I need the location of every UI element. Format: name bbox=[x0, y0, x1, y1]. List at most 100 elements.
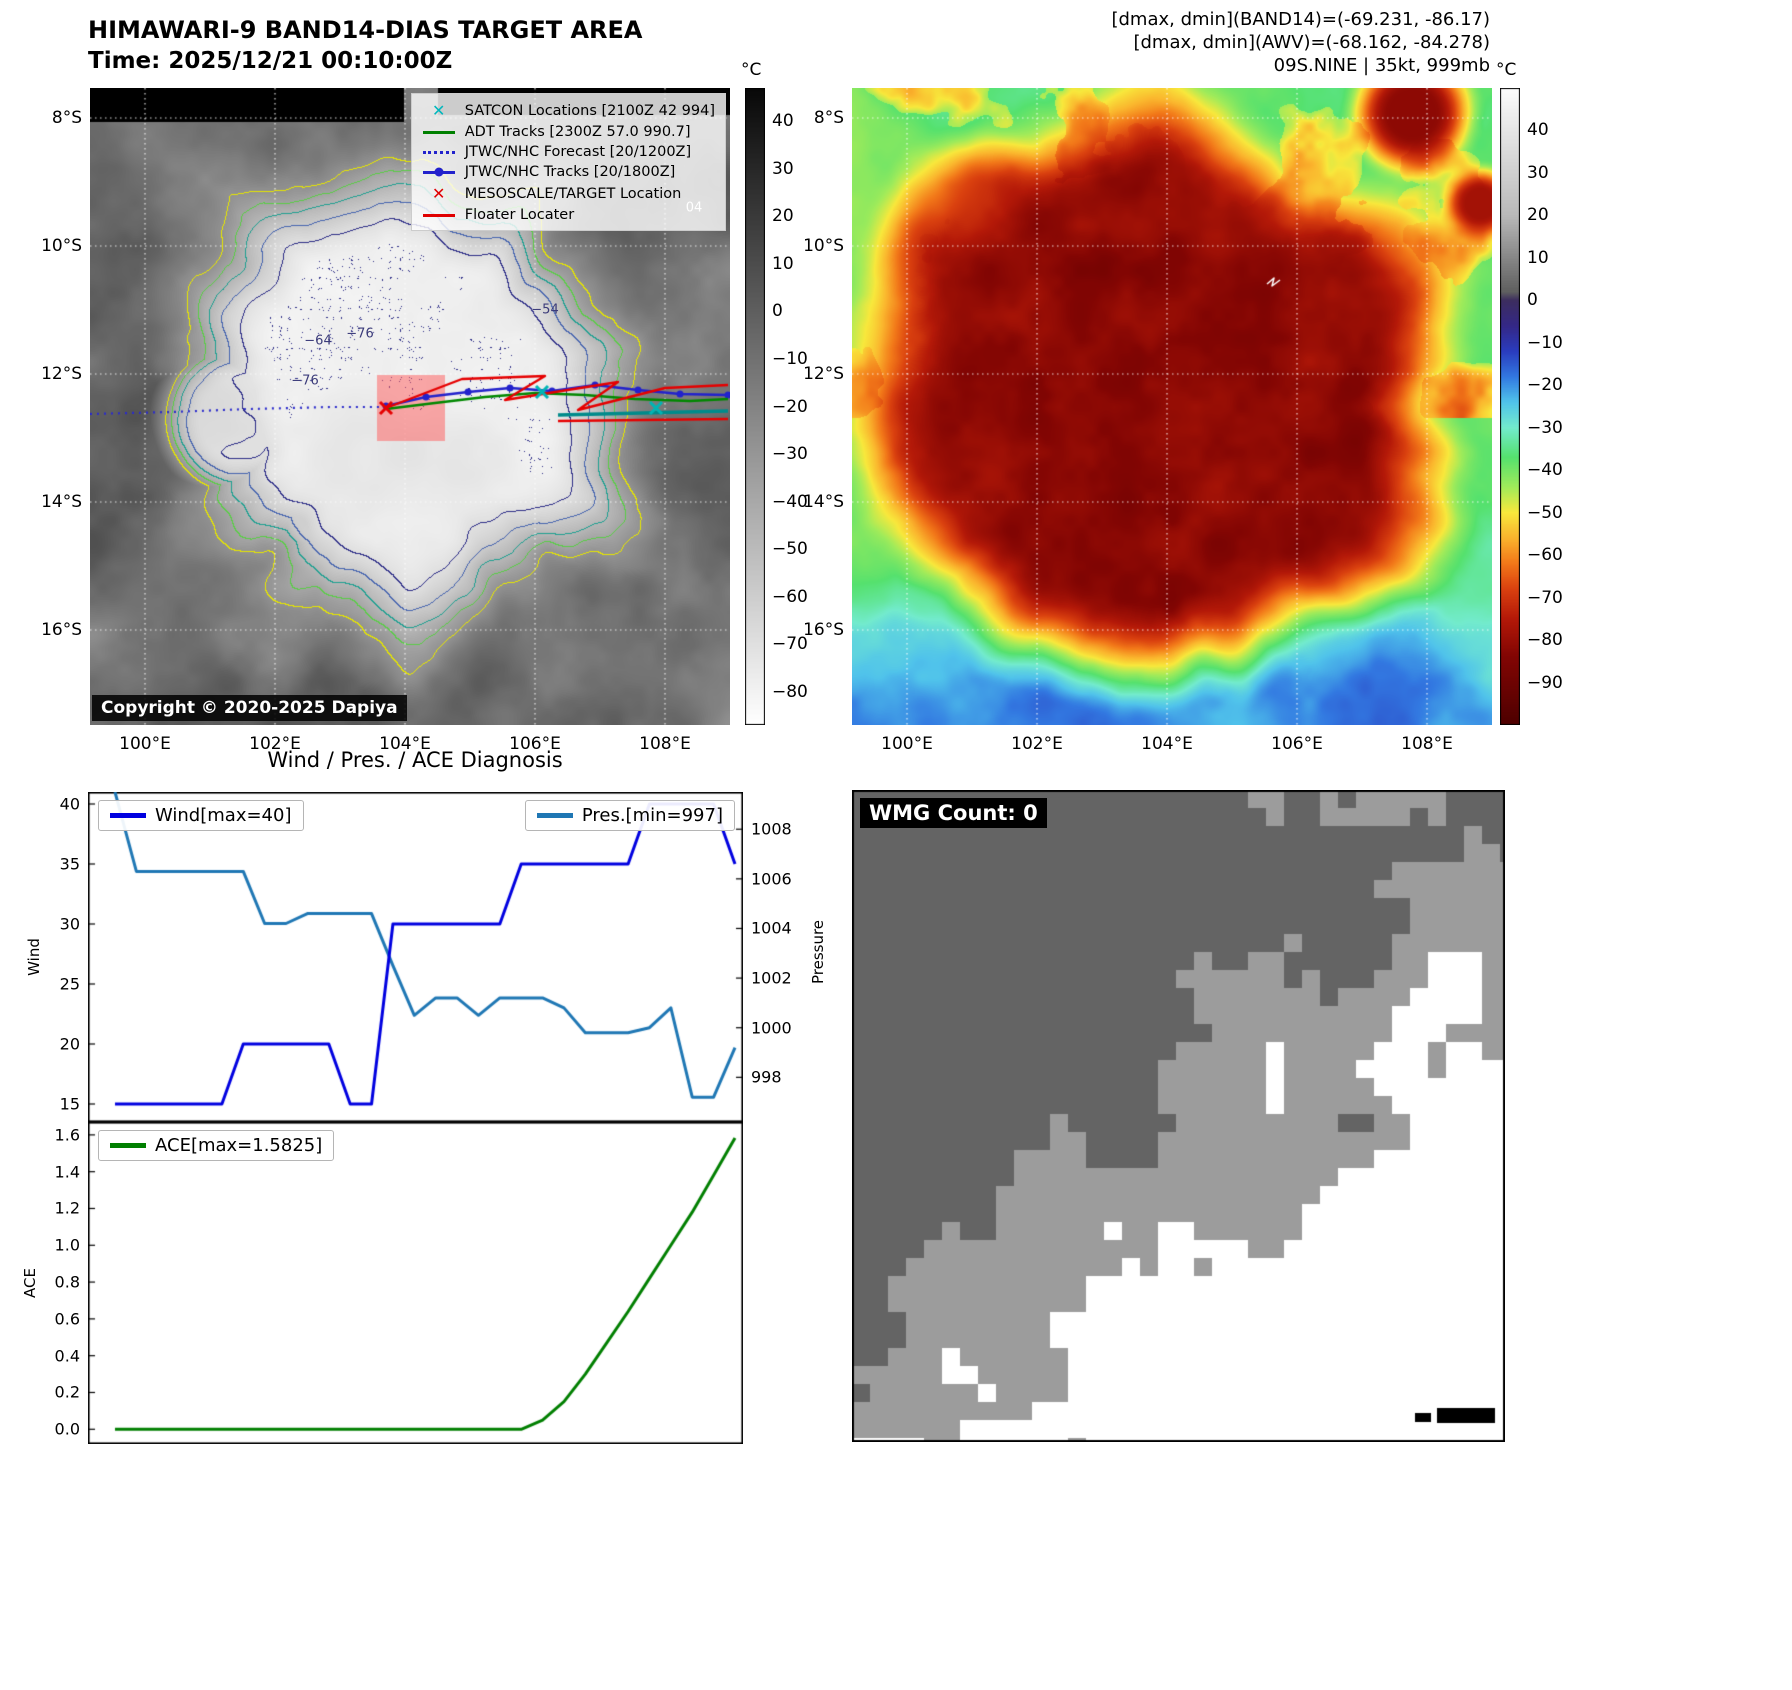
tick-label: 10 bbox=[1527, 247, 1549, 268]
wmg-image bbox=[852, 790, 1505, 1442]
tick-label: 0.0 bbox=[54, 1419, 80, 1439]
tick-label: −10 bbox=[1527, 332, 1563, 353]
tick-label: 100°E bbox=[881, 734, 933, 754]
band14-map-panel: ✕ SATCON Locations [2100Z 42 994] ADT Trac… bbox=[90, 88, 730, 725]
tick-label: 1000 bbox=[751, 1018, 792, 1038]
ace-chart: ACE[max=1.5825] bbox=[88, 1122, 743, 1444]
ace-axis-label: ACE bbox=[21, 1268, 39, 1298]
line-icon bbox=[422, 213, 456, 217]
legend-item: ADT Tracks [2300Z 57.0 990.7] bbox=[422, 124, 715, 140]
copyright-label: Copyright © 2020-2025 Dapiya bbox=[92, 695, 407, 721]
contour-label: −76 bbox=[346, 326, 374, 342]
tick-label: 40 bbox=[59, 794, 80, 814]
legend-label: Floater Locater bbox=[464, 207, 575, 223]
tick-label: 14°S bbox=[41, 492, 82, 512]
contour-label: −76 bbox=[291, 373, 319, 389]
tick-label: 16°S bbox=[41, 620, 82, 640]
tick-label: 1002 bbox=[751, 968, 792, 988]
tick-label: 20 bbox=[772, 206, 794, 227]
tick-label: 8°S bbox=[51, 108, 82, 128]
wind-line-swatch bbox=[110, 813, 146, 818]
line-icon bbox=[422, 130, 456, 134]
legend-label: JTWC/NHC Forecast [20/1200Z] bbox=[464, 144, 692, 160]
pres-legend-label: Pres.[min=997] bbox=[581, 805, 723, 826]
tick-label: 106°E bbox=[509, 734, 561, 754]
awv-satellite-image bbox=[852, 88, 1492, 725]
band14-colorbar-unit: °C bbox=[741, 60, 762, 80]
tick-label: 14°S bbox=[803, 492, 844, 512]
page-title: HIMAWARI-9 BAND14-DIAS TARGET AREA bbox=[88, 16, 643, 44]
diagnosis-title: Wind / Pres. / ACE Diagnosis bbox=[267, 748, 563, 772]
tick-label: 30 bbox=[772, 158, 794, 179]
wind-pressure-chart: Wind[max=40] Pres.[min=997] bbox=[88, 792, 743, 1122]
tick-label: 106°E bbox=[1271, 734, 1323, 754]
tick-label: 102°E bbox=[1011, 734, 1063, 754]
x-marker-icon: ✕ bbox=[432, 101, 446, 120]
stat-band14: [dmax, dmin](BAND14)=(-69.231, -86.17) bbox=[1111, 9, 1490, 30]
stats-block: [dmax, dmin](BAND14)=(-69.231, -86.17) [… bbox=[1111, 8, 1490, 77]
tick-label: 1.6 bbox=[54, 1125, 80, 1145]
tick-label: −20 bbox=[772, 396, 808, 417]
tick-label: 16°S bbox=[803, 620, 844, 640]
ace-legend-label: ACE[max=1.5825] bbox=[155, 1135, 323, 1156]
dotted-line-icon bbox=[422, 150, 456, 154]
tick-label: 30 bbox=[1527, 162, 1549, 183]
tick-label: 20 bbox=[59, 1034, 80, 1054]
wmg-panel: WMG Count: 0 bbox=[852, 790, 1505, 1442]
wind-axis-label: Wind bbox=[25, 938, 43, 976]
tick-label: 8°S bbox=[813, 108, 844, 128]
tick-label: −80 bbox=[772, 681, 808, 702]
tick-label: 0.4 bbox=[54, 1346, 80, 1366]
awv-map-panel bbox=[852, 88, 1492, 725]
tick-label: 0.2 bbox=[54, 1382, 80, 1402]
wind-pressure-plot bbox=[88, 792, 743, 1122]
wmg-count-label: WMG Count: 0 bbox=[860, 798, 1047, 828]
line-dot-icon bbox=[422, 167, 456, 177]
legend-label: MESOSCALE/TARGET Location bbox=[464, 185, 682, 202]
pres-line-swatch bbox=[536, 813, 573, 818]
tick-label: 108°E bbox=[1401, 734, 1453, 754]
tick-label: 108°E bbox=[639, 734, 691, 754]
tick-label: 20 bbox=[1527, 205, 1549, 226]
contour-label: −64 bbox=[304, 333, 332, 349]
tick-label: −10 bbox=[772, 348, 808, 369]
awv-colorbar bbox=[1500, 88, 1520, 725]
legend-label: ADT Tracks [2300Z 57.0 990.7] bbox=[464, 124, 691, 140]
x-marker-icon: ✕ bbox=[432, 184, 446, 203]
tick-label: 1006 bbox=[751, 869, 792, 889]
ace-legend: ACE[max=1.5825] bbox=[98, 1130, 335, 1161]
tick-label: 12°S bbox=[41, 364, 82, 384]
tick-label: −70 bbox=[1527, 587, 1563, 608]
legend-item: JTWC/NHC Forecast [20/1200Z] bbox=[422, 144, 715, 160]
tick-label: 1008 bbox=[751, 819, 792, 839]
ace-plot bbox=[88, 1122, 743, 1444]
tick-label: 102°E bbox=[249, 734, 301, 754]
tick-label: 998 bbox=[751, 1067, 782, 1087]
tick-label: −90 bbox=[1527, 672, 1563, 693]
tick-label: −30 bbox=[1527, 417, 1563, 438]
tick-label: 100°E bbox=[119, 734, 171, 754]
tick-label: 1.0 bbox=[54, 1235, 80, 1255]
tick-label: 15 bbox=[59, 1094, 80, 1114]
tick-label: 30 bbox=[59, 914, 80, 934]
tick-label: −70 bbox=[772, 634, 808, 655]
wind-legend: Wind[max=40] bbox=[98, 800, 304, 831]
legend-item: ✕ SATCON Locations [2100Z 42 994] bbox=[422, 101, 715, 120]
tick-label: −30 bbox=[772, 444, 808, 465]
tick-label: 40 bbox=[1527, 120, 1549, 141]
tick-label: −50 bbox=[772, 539, 808, 560]
tick-label: −60 bbox=[1527, 545, 1563, 566]
tick-label: 10°S bbox=[41, 236, 82, 256]
pres-legend: Pres.[min=997] bbox=[524, 800, 735, 831]
band14-colorbar bbox=[745, 88, 765, 725]
legend-label: JTWC/NHC Tracks [20/1800Z] bbox=[464, 164, 676, 180]
ace-line-swatch bbox=[110, 1143, 146, 1148]
tick-label: 104°E bbox=[379, 734, 431, 754]
timestamp: Time: 2025/12/21 00:10:00Z bbox=[88, 48, 453, 74]
tick-label: 1004 bbox=[751, 918, 792, 938]
tick-label: −40 bbox=[772, 491, 808, 512]
legend-item: ✕ MESOSCALE/TARGET Location bbox=[422, 184, 715, 203]
tick-label: −20 bbox=[1527, 375, 1563, 396]
tick-label: 10 bbox=[772, 253, 794, 274]
